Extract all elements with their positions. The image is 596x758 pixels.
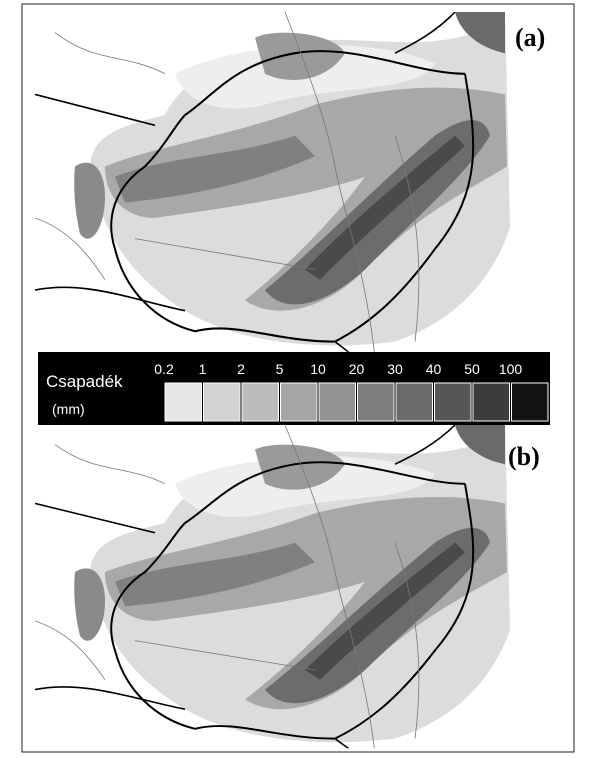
legend-swatch xyxy=(319,383,356,421)
legend-tick-label: 0.2 xyxy=(154,361,174,377)
legend-swatch xyxy=(165,383,202,421)
legend-tick-label: 1 xyxy=(199,361,207,377)
legend-swatch xyxy=(358,383,395,421)
legend: Csapadék (mm) 0.2 1 2 5 10 20 30 40 50 100 xyxy=(38,352,550,425)
legend-title: Csapadék xyxy=(46,372,123,391)
legend-swatch xyxy=(512,383,549,421)
legend-tick-label: 100 xyxy=(499,361,523,377)
legend-tick-label: 5 xyxy=(276,361,284,377)
legend-tick-label: 10 xyxy=(310,361,326,377)
panel-label: (a) xyxy=(515,23,545,52)
map-a xyxy=(35,12,515,357)
legend-tick-label: 30 xyxy=(387,361,403,377)
legend-swatch xyxy=(473,383,510,421)
legend-tick-label: 20 xyxy=(349,361,365,377)
panel-label: (b) xyxy=(508,442,540,471)
legend-tick-label: 40 xyxy=(426,361,442,377)
legend-tick-label: 50 xyxy=(464,361,480,377)
figure: (a) (b) Csapadék (mm) 0.2 1 2 5 10 20 30 40 50 10… xyxy=(0,0,596,758)
legend-unit: (mm) xyxy=(52,401,85,417)
legend-swatch xyxy=(435,383,472,421)
map-b xyxy=(35,425,515,753)
legend-tick-label: 2 xyxy=(237,361,245,377)
legend-swatch xyxy=(396,383,433,421)
legend-swatch xyxy=(204,383,241,421)
legend-swatch xyxy=(281,383,318,421)
legend-swatch xyxy=(242,383,279,421)
